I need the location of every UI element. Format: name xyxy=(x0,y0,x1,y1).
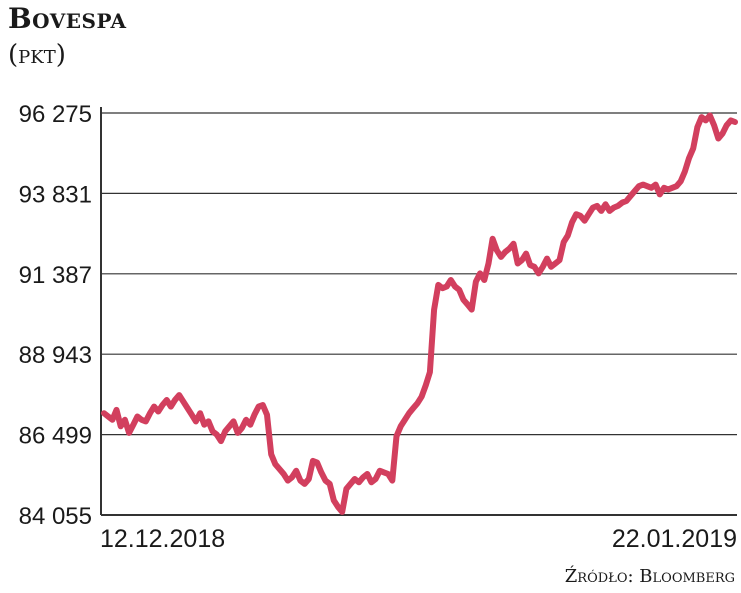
y-tick-labels: 84 055 86 499 88 943 91 387 93 831 96 275 xyxy=(19,101,92,530)
x-tick-label-end: 22.01.2019 xyxy=(612,525,737,553)
y-tick-label: 96 275 xyxy=(19,101,92,128)
grid-lines xyxy=(101,112,737,436)
source-note: Źródło: Bloomberg xyxy=(564,566,735,587)
y-tick-label: 91 387 xyxy=(19,262,92,289)
chart-title: Bovespa xyxy=(8,2,127,35)
y-tick-label: 93 831 xyxy=(19,181,92,208)
y-tick-label: 84 055 xyxy=(19,503,92,530)
y-tick-label: 86 499 xyxy=(19,423,92,450)
y-axis-unit-label: (pkt) xyxy=(8,40,66,70)
series-line xyxy=(101,112,738,515)
x-tick-label-start: 12.12.2018 xyxy=(100,525,225,553)
y-tick-label: 88 943 xyxy=(19,342,92,369)
